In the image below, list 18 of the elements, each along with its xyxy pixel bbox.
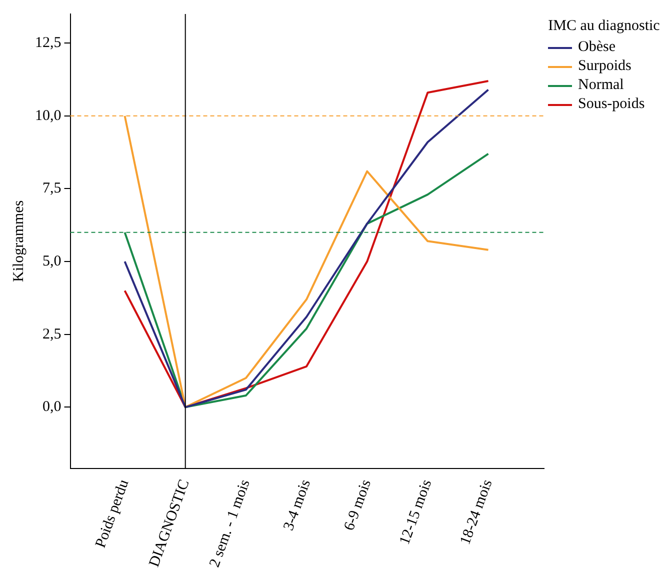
x-tick-label: 12-15 mois	[396, 477, 436, 547]
y-tick-label: 7,5	[42, 180, 62, 197]
y-tick-label: 0,0	[42, 399, 62, 416]
x-tick-label: 2 sem. - 1 mois	[206, 477, 254, 570]
legend-label: Normal	[578, 76, 624, 95]
y-tick-label: 12,5	[35, 35, 62, 52]
legend-label: Sous-poids	[578, 95, 645, 114]
x-tick-label: 3-4 mois	[280, 477, 314, 533]
y-tick-label: 5,0	[42, 253, 62, 270]
legend-label: Surpoids	[578, 57, 632, 76]
legend-title: IMC au diagnostic	[548, 18, 660, 35]
legend-label: Obèse	[578, 38, 616, 57]
x-tick-label: 6-9 mois	[341, 477, 375, 533]
x-tick-label: Poids perdu	[92, 477, 132, 550]
y-tick-label: 2,5	[42, 326, 62, 342]
x-tick-label: 18-24 mois	[457, 477, 496, 547]
y-tick-label: 10,0	[35, 108, 62, 124]
y-axis-title: Kilogrammes	[10, 200, 27, 282]
